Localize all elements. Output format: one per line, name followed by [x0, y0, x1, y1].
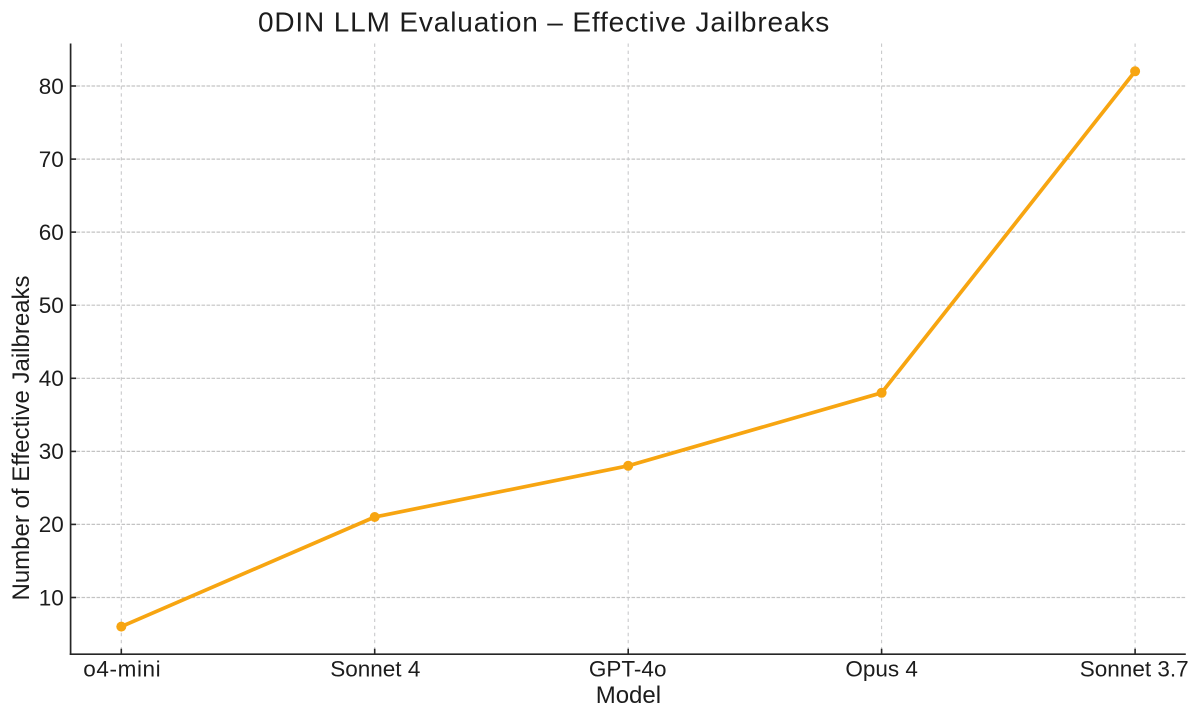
svg-text:GPT-4o: GPT-4o: [589, 657, 667, 682]
svg-text:20: 20: [39, 512, 64, 537]
svg-text:30: 30: [39, 439, 64, 464]
svg-text:o4-mini: o4-mini: [83, 657, 161, 682]
svg-text:Sonnet 3.7: Sonnet 3.7: [1080, 657, 1189, 682]
svg-text:50: 50: [39, 293, 64, 318]
svg-text:70: 70: [39, 147, 64, 172]
svg-text:10: 10: [39, 585, 64, 610]
svg-text:60: 60: [39, 220, 64, 245]
svg-text:0DIN LLM Evaluation – Effectiv: 0DIN LLM Evaluation – Effective Jailbrea…: [258, 7, 830, 38]
svg-text:Sonnet 4: Sonnet 4: [330, 657, 420, 682]
svg-text:Model: Model: [596, 682, 661, 709]
svg-text:Number of Effective Jailbreaks: Number of Effective Jailbreaks: [8, 275, 35, 600]
svg-text:Opus 4: Opus 4: [845, 657, 918, 682]
svg-text:40: 40: [39, 366, 64, 391]
svg-text:80: 80: [39, 74, 64, 99]
